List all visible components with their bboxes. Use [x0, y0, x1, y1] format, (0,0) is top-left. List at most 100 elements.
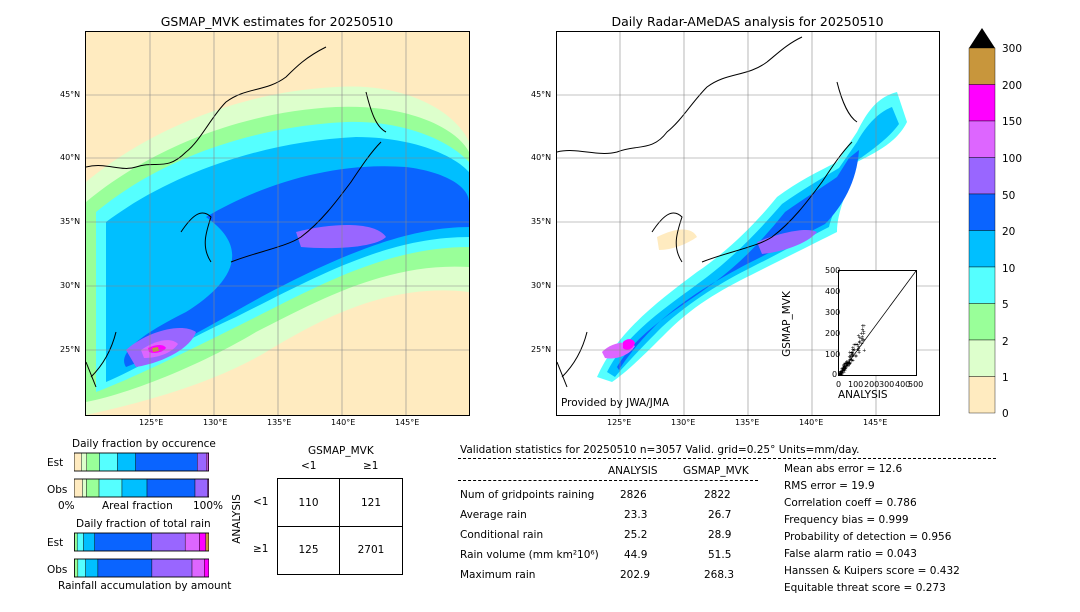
- scatter-point: +: [843, 363, 847, 369]
- scatter-point: +: [839, 372, 842, 375]
- score-pod: Probability of detection = 0.956: [784, 531, 952, 543]
- fraction-bar-segment: [197, 452, 207, 472]
- fraction-bar-segment: [77, 558, 86, 578]
- scatter-point: +: [847, 354, 851, 360]
- right-lon-label-135: 135°E: [735, 418, 760, 427]
- scatter-point: +: [839, 370, 843, 375]
- right-lat-label-25: 25°N: [531, 345, 552, 354]
- validation-row-gsmap-1: 26.7: [708, 509, 732, 521]
- scatter-point: +: [844, 361, 848, 367]
- colorbar-tick-100: 100: [1002, 153, 1023, 165]
- occurrence-chart: [73, 451, 210, 499]
- fraction-bar-segment: [76, 532, 84, 552]
- colorbar-tick-50: 50: [1002, 190, 1016, 202]
- scatter-ytick-200: 200: [825, 329, 841, 338]
- scatter-point: +: [851, 346, 855, 352]
- left-lat-label-25: 25°N: [60, 345, 81, 354]
- scatter-point: +: [852, 347, 856, 353]
- scatter-point: +: [851, 348, 855, 354]
- scatter-ytick-100: 100: [825, 350, 841, 359]
- validation-row-label-1: Average rain: [460, 509, 527, 521]
- validation-col-gsmap: GSMAP_MVK: [683, 465, 749, 477]
- scatter-point: +: [839, 372, 842, 375]
- score-rmse: RMS error = 19.9: [784, 480, 875, 492]
- contingency-title: GSMAP_MVK: [308, 445, 374, 457]
- scatter-xtick-500: 500: [908, 380, 924, 389]
- scatter-point: +: [854, 353, 858, 359]
- fraction-bar-segment: [74, 558, 79, 578]
- scatter-point: +: [850, 350, 854, 356]
- fraction-bar-segment: [86, 478, 100, 498]
- scatter-point: +: [839, 372, 843, 375]
- scatter-point: +: [841, 367, 845, 373]
- scatter-point: +: [857, 350, 861, 356]
- scatter-point: +: [846, 361, 850, 367]
- scatter-point: +: [843, 368, 847, 374]
- contingency-cell-01: 121: [360, 497, 382, 509]
- occurrence-title: Daily fraction by occurence: [72, 438, 216, 450]
- scatter-point: +: [847, 362, 851, 368]
- scatter-point: +: [839, 372, 842, 375]
- validation-row-gsmap-2: 28.9: [708, 529, 732, 541]
- fraction-bar-segment: [97, 558, 153, 578]
- scatter-diagonal: [838, 270, 917, 376]
- fraction-bar-segment: [184, 532, 200, 552]
- colorbar-swatch: [968, 193, 996, 231]
- scatter-point: +: [839, 371, 843, 375]
- left-rain-brown: [152, 347, 159, 352]
- scatter-point: +: [850, 350, 854, 356]
- fraction-bar-segment: [73, 478, 83, 498]
- scatter-point: +: [848, 360, 852, 366]
- scatter-point: +: [854, 354, 858, 360]
- scatter-point: +: [839, 371, 842, 375]
- fraction-bar-segment: [205, 532, 210, 552]
- contingency-hdivider: [278, 526, 402, 527]
- fraction-bar-segment: [117, 452, 136, 472]
- scatter-point: +: [850, 353, 854, 359]
- scatter-point: +: [844, 361, 848, 367]
- scatter-point: +: [844, 359, 848, 365]
- scatter-point: +: [848, 355, 852, 361]
- right-rain-blue: [617, 150, 859, 370]
- right-map-title: Daily Radar-AMeDAS analysis for 20250510: [611, 14, 884, 29]
- validation-row-label-2: Conditional rain: [460, 529, 544, 541]
- contingency-row-ge1: ≥1: [253, 543, 269, 555]
- fraction-bar-segment: [121, 478, 148, 498]
- scatter-point: +: [852, 348, 856, 354]
- validation-row-label-3: Rain volume (mm km²10⁶): [460, 549, 599, 561]
- right-map-credit: Provided by JWA/JMA: [561, 397, 670, 409]
- scatter-point: +: [843, 365, 847, 371]
- fraction-bar-segment: [94, 532, 153, 552]
- scatter-point: +: [842, 366, 846, 372]
- scatter-point: +: [839, 370, 843, 375]
- validation-row-label-0: Num of gridpoints raining: [460, 489, 595, 501]
- right-lon-label-125: 125°E: [607, 418, 632, 427]
- score-correlation: Correlation coeff = 0.786: [784, 497, 917, 509]
- scatter-point: +: [841, 366, 845, 372]
- scatter-point: +: [850, 359, 854, 365]
- contingency-row-lt1: <1: [253, 496, 269, 508]
- occurrence-row-est: Est: [47, 457, 64, 469]
- scatter-point: +: [860, 324, 864, 330]
- fraction-bar-segment: [146, 478, 196, 498]
- colorbar-swatch: [968, 47, 996, 85]
- colorbar-canvas: [968, 28, 996, 414]
- scatter-point: +: [839, 370, 843, 375]
- colorbar-swatch: [968, 376, 996, 414]
- validation-row-analysis-2: 25.2: [624, 529, 648, 541]
- validation-row-analysis-4: 202.9: [620, 569, 651, 581]
- left-map: [85, 31, 470, 416]
- scatter-point: +: [843, 368, 847, 374]
- left-lat-label-40: 40°N: [60, 153, 81, 162]
- scatter-point: +: [842, 364, 846, 370]
- contingency-table: 110 121 125 2701: [277, 478, 403, 575]
- scatter-point: +: [842, 366, 846, 372]
- validation-row-gsmap-0: 2822: [704, 489, 731, 501]
- right-map-canvas: [557, 32, 939, 415]
- colorbar-tick-300: 300: [1002, 43, 1023, 55]
- scatter-point: +: [843, 366, 847, 372]
- right-lon-label-145: 145°E: [863, 418, 888, 427]
- scatter-point: +: [845, 363, 849, 369]
- scatter-point: +: [857, 349, 861, 355]
- scatter-point: +: [856, 343, 860, 349]
